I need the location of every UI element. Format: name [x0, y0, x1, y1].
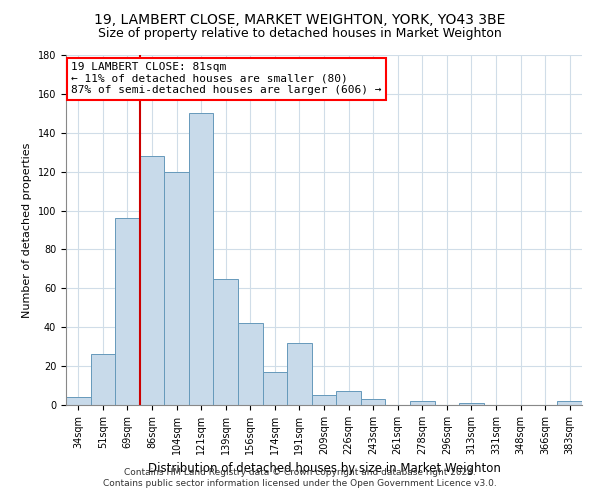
Bar: [238, 324, 263, 405]
Y-axis label: Number of detached properties: Number of detached properties: [22, 142, 32, 318]
Bar: [557, 401, 582, 405]
Text: Contains HM Land Registry data © Crown copyright and database right 2024.
Contai: Contains HM Land Registry data © Crown c…: [103, 468, 497, 487]
Bar: [336, 392, 361, 405]
Bar: [140, 156, 164, 405]
Text: 19, LAMBERT CLOSE, MARKET WEIGHTON, YORK, YO43 3BE: 19, LAMBERT CLOSE, MARKET WEIGHTON, YORK…: [94, 12, 506, 26]
Bar: [312, 396, 336, 405]
Bar: [263, 372, 287, 405]
X-axis label: Distribution of detached houses by size in Market Weighton: Distribution of detached houses by size …: [148, 462, 500, 475]
Bar: [287, 343, 312, 405]
Text: 19 LAMBERT CLOSE: 81sqm
← 11% of detached houses are smaller (80)
87% of semi-de: 19 LAMBERT CLOSE: 81sqm ← 11% of detache…: [71, 62, 382, 95]
Text: Size of property relative to detached houses in Market Weighton: Size of property relative to detached ho…: [98, 28, 502, 40]
Bar: [361, 399, 385, 405]
Bar: [115, 218, 140, 405]
Bar: [189, 114, 214, 405]
Bar: [66, 397, 91, 405]
Bar: [91, 354, 115, 405]
Bar: [410, 401, 434, 405]
Bar: [459, 403, 484, 405]
Bar: [164, 172, 189, 405]
Bar: [214, 278, 238, 405]
